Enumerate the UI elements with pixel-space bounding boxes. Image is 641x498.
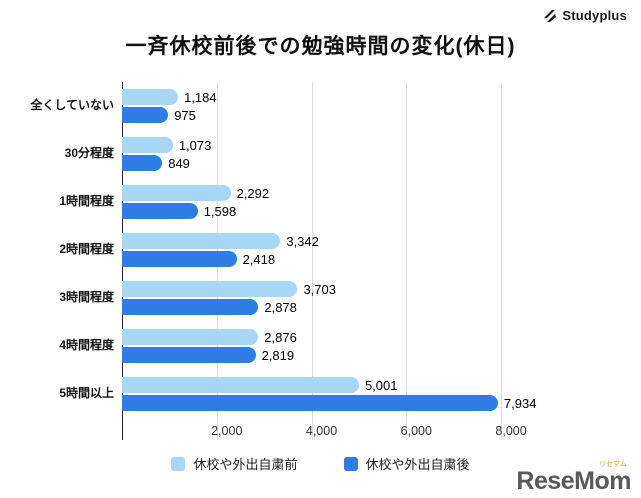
x-tick-label: 8,000 — [495, 424, 527, 438]
bar-line: 1,598 — [122, 203, 520, 219]
bar-line: 2,876 — [122, 329, 520, 345]
x-tick-label: 6,000 — [400, 424, 432, 438]
value-label: 3,342 — [286, 233, 319, 249]
category-label: 3時間程度 — [59, 290, 114, 305]
value-label: 1,598 — [203, 203, 237, 219]
bar-line: 5,001 — [122, 377, 520, 393]
bar — [122, 233, 281, 249]
bar — [122, 395, 498, 411]
bar-group: 3,703 2,878 — [122, 274, 520, 322]
value-label: 2,878 — [264, 299, 297, 315]
bar-line: 849 — [122, 155, 520, 171]
chart-row: 全くしていない 1,184 975 — [10, 82, 520, 130]
bar-line: 3,342 — [122, 233, 520, 249]
bar-group: 5,001 7,934 — [122, 370, 536, 418]
bar-line: 1,073 — [122, 137, 520, 153]
category-label: 5時間以上 — [59, 386, 114, 401]
chart-row: 1時間程度 2,292 1,598 — [10, 178, 520, 226]
bar — [122, 203, 198, 219]
bar-group: 2,876 2,819 — [122, 322, 520, 370]
legend-label: 休校や外出自粛前 — [193, 457, 298, 472]
value-label: 2,819 — [261, 347, 295, 363]
chart-row: 3時間程度 3,703 2,878 — [10, 274, 520, 322]
legend-swatch — [171, 456, 186, 471]
x-axis-ticks: 2,000 4,000 6,000 8,000 — [132, 418, 530, 440]
bar — [122, 299, 259, 315]
bar-line: 2,819 — [122, 347, 520, 363]
category-label: 2時間程度 — [59, 242, 114, 257]
bar — [122, 155, 163, 171]
bar — [122, 137, 173, 153]
bar — [122, 347, 256, 363]
value-label: 1,184 — [184, 89, 217, 105]
resemom-wordmark: ReseMom — [516, 467, 631, 495]
bar-group: 2,292 1,598 — [122, 178, 520, 226]
bar-line: 2,418 — [122, 251, 520, 267]
value-label: 975 — [174, 107, 196, 123]
bar-chart: 全くしていない 1,184 975 30分程度 1,073 849 1時間程度 2,292 1,… — [10, 82, 630, 440]
x-tick-label: 2,000 — [211, 424, 243, 438]
chart-title: 一斉休校前後での勉強時間の変化(休日) — [125, 35, 516, 58]
value-label: 7,934 — [503, 395, 537, 411]
chart-row: 2時間程度 3,342 2,418 — [10, 226, 520, 274]
bar — [122, 281, 298, 297]
bar-line: 7,934 — [122, 395, 536, 411]
chart-legend: 休校や外出自粛前 休校や外出自粛後 — [0, 454, 641, 473]
studyplus-icon — [543, 9, 557, 23]
chart-rows: 全くしていない 1,184 975 30分程度 1,073 849 1時間程度 2,292 1,… — [10, 82, 630, 418]
bar-line: 2,292 — [122, 185, 520, 201]
category-label: 全くしていない — [30, 98, 114, 113]
bar-group: 1,184 975 — [122, 82, 520, 130]
chart-row: 4時間程度 2,876 2,819 — [10, 322, 520, 370]
category-label: 30分程度 — [64, 146, 114, 161]
category-label: 4時間程度 — [59, 338, 114, 353]
bar — [122, 89, 179, 105]
studyplus-logo: Studyplus — [543, 8, 627, 23]
value-label: 1,073 — [178, 137, 212, 153]
value-label: 3,703 — [303, 281, 336, 297]
studyplus-wordmark: Studyplus — [562, 8, 627, 23]
bar — [122, 185, 231, 201]
bar-line: 2,878 — [122, 299, 520, 315]
value-label: 849 — [168, 155, 190, 171]
gridline — [311, 82, 313, 440]
value-label: 2,292 — [236, 185, 270, 201]
category-label: 1時間程度 — [59, 194, 114, 209]
bar — [122, 251, 237, 267]
bar-group: 3,342 2,418 — [122, 226, 520, 274]
gridline — [406, 82, 408, 440]
resemom-logo: リセマム ReseMom — [516, 461, 631, 494]
bar-group: 1,073 849 — [122, 130, 520, 178]
resemom-katakana: リセマム — [599, 461, 627, 468]
legend-item: 休校や外出自粛前 — [171, 454, 298, 473]
bar — [122, 107, 169, 123]
value-label: 2,418 — [242, 251, 276, 267]
value-label: 2,876 — [264, 329, 297, 345]
bar-line: 3,703 — [122, 281, 520, 297]
bar — [122, 377, 359, 393]
x-tick-label: 4,000 — [305, 424, 338, 438]
bar-line: 1,184 — [122, 89, 520, 105]
legend-swatch — [343, 456, 358, 471]
chart-row: 30分程度 1,073 849 — [10, 130, 520, 178]
bar-line: 975 — [122, 107, 520, 123]
chart-row: 5時間以上 5,001 7,934 — [10, 370, 536, 418]
gridline — [501, 82, 503, 440]
bar — [122, 329, 259, 345]
value-label: 5,001 — [364, 377, 398, 393]
legend-label: 休校や外出自粛後 — [365, 457, 470, 472]
legend-item: 休校や外出自粛後 — [343, 454, 470, 473]
